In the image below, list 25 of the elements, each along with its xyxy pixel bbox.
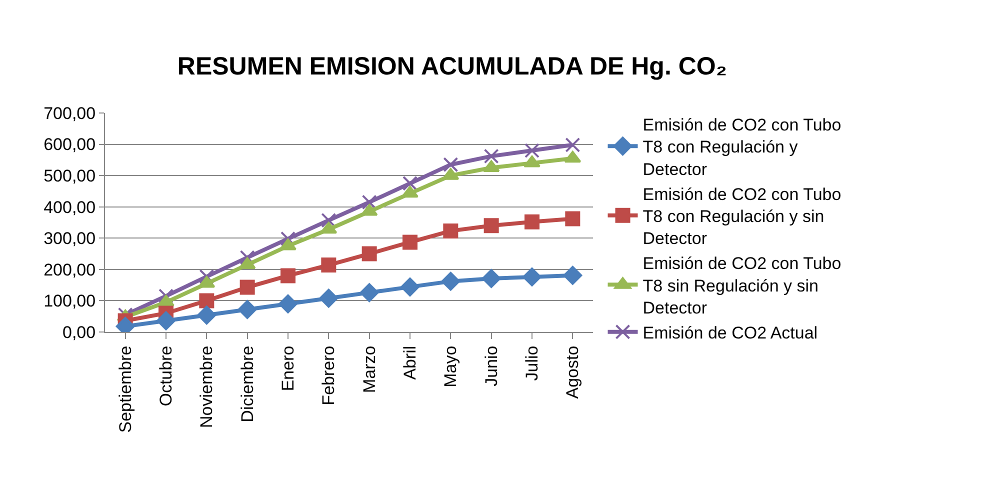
x-tick-label: Agosto: [563, 346, 582, 399]
legend-label: Emisión de CO2 con Tubo T8 con Regulación y sin Detector: [642, 184, 842, 248]
x-tick-label: Marzo: [360, 346, 379, 394]
y-tick-label: 700,00: [44, 104, 96, 123]
x-tick-label: Abril: [400, 346, 420, 380]
y-tick-label: 100,00: [44, 292, 96, 311]
y-tick-label: 200,00: [44, 260, 96, 280]
legend-label: Emisión de CO2 con Tubo T8 sin Regulación y sin Detector: [642, 254, 842, 318]
x-tick-label: Enero: [278, 346, 298, 392]
y-tick-label: 0,00: [62, 322, 96, 342]
chart-title: RESUMEN EMISION ACUMULADA DE Hg. CO₂: [177, 52, 727, 81]
x-tick-label: Octubre: [156, 346, 176, 406]
legend-label: Emisión de CO2 con Tubo T8 con Regulación y Detector: [642, 116, 842, 179]
y-tick-label: 300,00: [44, 229, 96, 248]
x-tick-label: Noviembre: [197, 346, 216, 428]
legend-label: Emisión de CO2 Actual: [642, 324, 818, 343]
y-tick-label: 600,00: [44, 135, 96, 154]
x-tick-label: Junio: [482, 346, 501, 386]
x-tick-label: Julio: [522, 346, 542, 381]
y-tick-label: 500,00: [44, 166, 96, 186]
x-tick-label: Mayo: [441, 346, 460, 388]
y-tick-label: 400,00: [44, 198, 96, 217]
x-tick-label: Febrero: [319, 346, 338, 406]
x-tick-label: Diciembre: [238, 346, 257, 422]
x-tick-label: Septiembre: [116, 346, 135, 433]
